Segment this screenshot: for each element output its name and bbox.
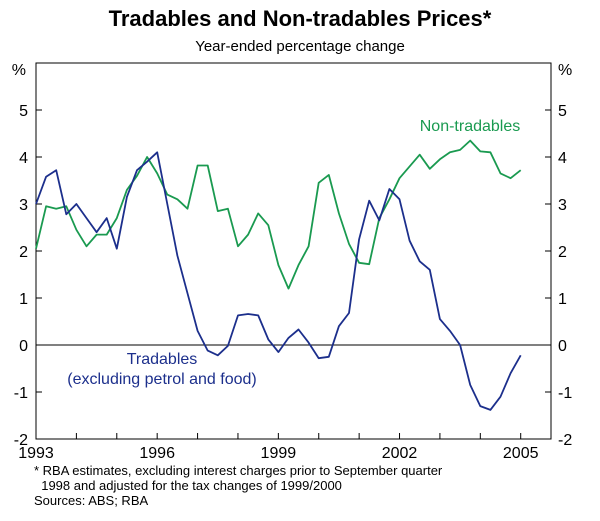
series-line-tradables [35, 151, 522, 411]
y-axis-unit-left: % [12, 62, 26, 79]
footnotes: * RBA estimates, excluding interest char… [34, 463, 442, 508]
series-label-tradables: Tradables [127, 351, 198, 368]
footnote-asterisk: * RBA estimates, excluding interest char… [34, 463, 443, 478]
x-tick-label: 1993 [18, 445, 54, 462]
x-tick-label: 2002 [382, 445, 418, 462]
y-tick-label-right: 2 [558, 244, 567, 261]
y-tick-label-right: -2 [558, 432, 572, 449]
x-tick-label: 1996 [139, 445, 175, 462]
y-tick-label-left: 5 [19, 103, 28, 120]
y-tick-label-left: -1 [14, 385, 28, 402]
chart-subtitle: Year-ended percentage change [195, 38, 405, 55]
footnote-asterisk-continued: 1998 and adjusted for the tax changes of… [34, 478, 342, 493]
x-tick-label: 1999 [261, 445, 297, 462]
y-tick-label-left: 4 [19, 150, 28, 167]
x-tick-label: 2005 [503, 445, 539, 462]
y-tick-label-left: 2 [19, 244, 28, 261]
y-tick-label-right: -1 [558, 385, 572, 402]
y-tick-label-right: 1 [558, 291, 567, 308]
y-tick-label-left: 1 [19, 291, 28, 308]
y-tick-label-right: 3 [558, 197, 567, 214]
y-tick-label-right: 5 [558, 103, 567, 120]
y-tick-label-left: 0 [19, 338, 28, 355]
series-label-non-tradables: Non-tradables [420, 118, 521, 135]
y-tick-label-right: 4 [558, 150, 567, 167]
y-axis-unit-right: % [558, 62, 572, 79]
chart-title: Tradables and Non-tradables Prices* [108, 6, 492, 31]
y-tick-label-left: -2 [14, 432, 28, 449]
series-label-tradables-sub: (excluding petrol and food) [67, 371, 256, 388]
y-tick-label-right: 0 [558, 338, 567, 355]
y-tick-label-left: 3 [19, 197, 28, 214]
footnote-sources: Sources: ABS; RBA [34, 493, 149, 508]
series-line-non-tradables [35, 139, 522, 290]
